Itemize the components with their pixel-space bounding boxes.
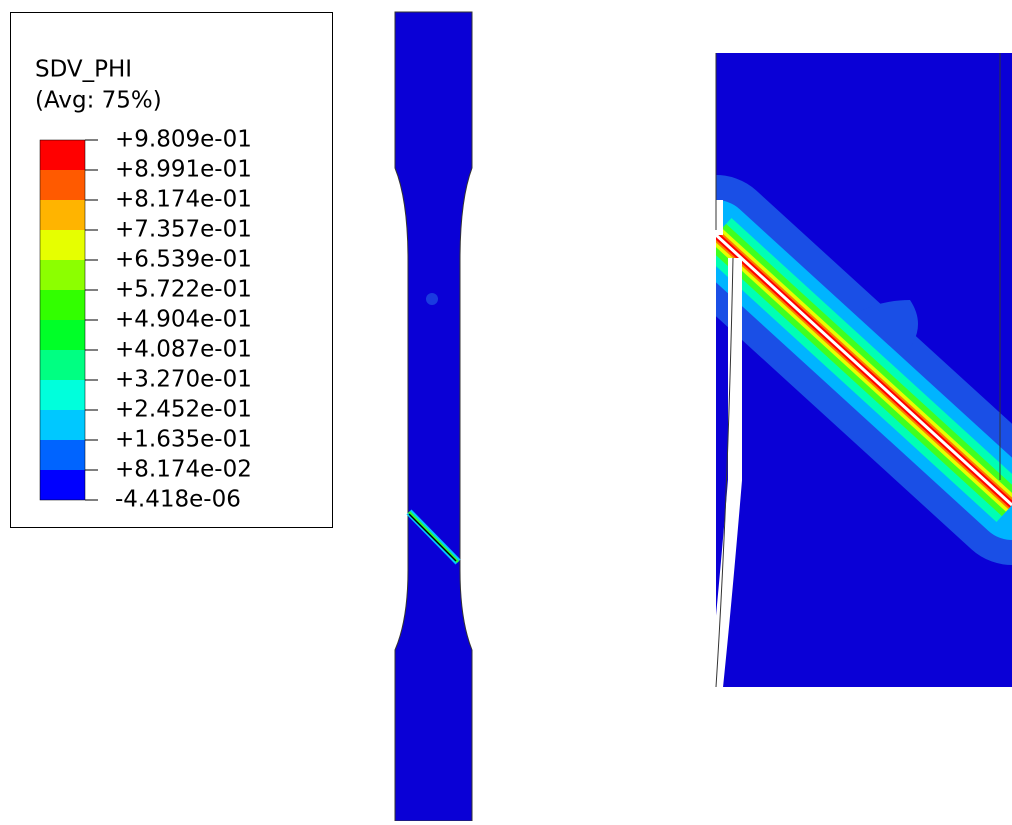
legend-swatch bbox=[40, 380, 85, 410]
legend-swatch bbox=[40, 290, 85, 320]
edge-cut bbox=[716, 200, 742, 687]
legend-label: +1.635e-01 bbox=[115, 427, 252, 453]
legend-title: SDV_PHI bbox=[35, 57, 132, 83]
legend-label: +5.722e-01 bbox=[115, 277, 252, 303]
legend-label: +8.174e-02 bbox=[115, 457, 252, 483]
legend-scale: +9.809e-01 +8.991e-01 +8.174e-01 +7.357e-01… bbox=[39, 127, 252, 513]
specimen-notched bbox=[716, 53, 1012, 687]
specimen-edge bbox=[715, 53, 1001, 688]
legend-label: +2.452e-01 bbox=[115, 397, 252, 423]
legend-label: +4.087e-01 bbox=[115, 337, 252, 363]
crack bbox=[408, 513, 457, 562]
legend-label: +3.270e-01 bbox=[115, 367, 252, 393]
legend-label: +8.174e-01 bbox=[115, 187, 252, 213]
crack bbox=[716, 233, 1012, 507]
legend-swatch bbox=[40, 320, 85, 350]
contour-spot bbox=[426, 293, 438, 305]
legend-swatch bbox=[40, 440, 85, 470]
legend-swatch bbox=[40, 230, 85, 260]
legend-label: +4.904e-01 bbox=[115, 307, 252, 333]
legend-swatch bbox=[40, 470, 85, 500]
legend-label: +9.809e-01 bbox=[115, 127, 252, 153]
legend-subtitle: (Avg: 75%) bbox=[35, 88, 162, 114]
legend-label: +6.539e-01 bbox=[115, 247, 252, 273]
legend-label: +7.357e-01 bbox=[115, 217, 252, 243]
specimen-dogbone bbox=[394, 11, 473, 822]
legend-label: -4.418e-06 bbox=[115, 487, 241, 513]
legend-swatch bbox=[40, 140, 85, 170]
legend-swatch bbox=[40, 200, 85, 230]
crack-band bbox=[407, 510, 460, 564]
legend-label: +8.991e-01 bbox=[115, 157, 252, 183]
legend-swatch bbox=[40, 350, 85, 380]
legend-swatch bbox=[40, 260, 85, 290]
legend-swatch bbox=[40, 170, 85, 200]
legend-swatch bbox=[40, 410, 85, 440]
